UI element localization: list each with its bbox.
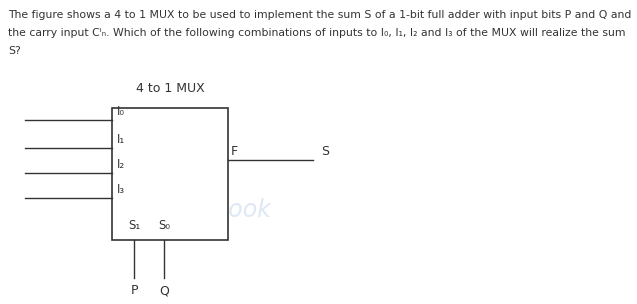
Text: S₁: S₁ [128,219,140,232]
Text: I₂: I₂ [117,158,125,171]
Text: Q: Q [159,284,169,297]
Text: 4 to 1 MUX: 4 to 1 MUX [136,82,204,95]
Text: I₁: I₁ [117,133,125,146]
Text: I₀: I₀ [117,105,125,118]
Text: the carry input Cᴵₙ. Which of the following combinations of inputs to I₀, I₁, I₂: the carry input Cᴵₙ. Which of the follow… [8,28,626,38]
Text: S₀: S₀ [158,219,170,232]
Text: P: P [130,284,138,297]
Text: The figure shows a 4 to 1 MUX to be used to implement the sum S of a 1-bit full : The figure shows a 4 to 1 MUX to be used… [8,10,631,20]
Text: testbook: testbook [169,198,271,222]
Text: S: S [321,145,329,158]
Text: I₃: I₃ [117,183,125,196]
Text: F: F [231,145,238,158]
Text: S?: S? [8,46,21,56]
Bar [112,108,228,240]
